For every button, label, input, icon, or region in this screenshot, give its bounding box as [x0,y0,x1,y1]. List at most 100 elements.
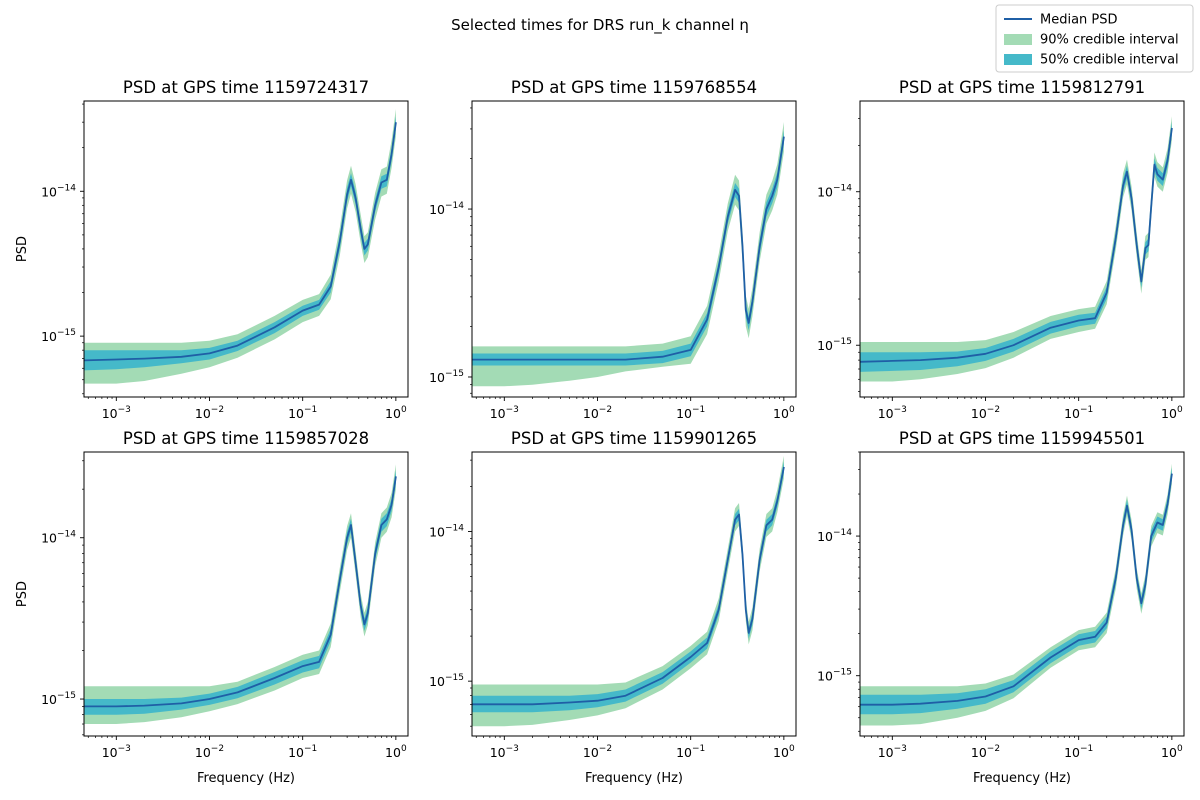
legend-box [995,4,1194,73]
ci90-band [472,122,784,387]
subplot-1: 10−3 10−2 10−1 100 10−15 10−14 PSD at GPS time… [15,78,409,421]
subplot-title: PSD at GPS time 1159945501 [899,429,1145,448]
x-axis-label: Frequency (Hz) [197,771,295,786]
x-tick-label: 10−2 [971,405,1000,421]
axes-frame [83,451,409,737]
y-tick-label: 10−14 [41,183,76,199]
x-tick-label: 10−3 [102,744,131,760]
ci90-band [472,455,784,727]
y-tick-label: 10−14 [41,530,76,546]
ci50-band [84,116,396,371]
subplot-title: PSD at GPS time 1159724317 [123,78,369,97]
x-tick-label: 10−3 [878,744,907,760]
y-axis-label: PSD [15,236,30,262]
median-psd-line [860,473,1173,706]
subplot-title: PSD at GPS time 1159812791 [899,78,1145,97]
x-tick-label: 10−1 [288,405,317,421]
x-tick-label: 10−1 [1064,405,1093,421]
y-tick-label: 10−15 [41,691,76,707]
x-tick-label: 10−3 [490,405,519,421]
y-axis: 10−15 10−14 [817,118,860,392]
x-axis: 10−3 10−2 10−1 100 [863,736,1183,760]
x-tick-label: 10−3 [878,405,907,421]
median-psd-line [860,127,1173,363]
ci50-band [472,130,784,366]
axes-frame [859,451,1185,737]
x-axis: 10−3 10−2 10−1 100 [87,397,407,421]
y-tick-label: 10−15 [429,673,464,689]
ci90-band [84,464,396,724]
y-axis: 10−15 10−14 [429,107,472,394]
median-psd-line [472,136,785,361]
subplot-title: PSD at GPS time 1159901265 [511,429,757,448]
x-axis: 10−3 10−2 10−1 100 [87,736,407,760]
y-tick-label: 10−15 [817,337,852,353]
plot-area [860,116,1173,382]
x-tick-label: 10−1 [676,744,705,760]
x-axis: 10−3 10−2 10−1 100 [475,736,795,760]
legend-label: Median PSD [1040,13,1118,28]
x-tick-label: 10−2 [583,744,612,760]
legend: Median PSD 90% credible interval 50% credi… [995,4,1194,73]
x-tick-label: 100 [773,744,795,760]
y-tick-label: 10−14 [817,528,852,544]
x-tick-label: 10−3 [490,744,519,760]
y-tick-label: 10−14 [429,201,464,217]
plot-area [84,464,397,724]
x-tick-label: 10−2 [195,405,224,421]
plot-area [84,109,397,384]
y-tick-label: 10−15 [41,328,76,344]
x-tick-label: 100 [1161,405,1183,421]
y-tick-label: 10−14 [817,184,852,200]
x-axis: 10−3 10−2 10−1 100 [863,397,1183,421]
ci50-band [472,461,784,713]
median-psd-line [84,476,397,708]
x-tick-label: 10−2 [583,405,612,421]
subplot-title: PSD at GPS time 1159768554 [511,78,757,97]
subplot-title: PSD at GPS time 1159857028 [123,429,369,448]
x-axis-label: Frequency (Hz) [585,771,683,786]
x-tick-label: 10−1 [1064,744,1093,760]
x-tick-label: 100 [1161,744,1183,760]
subplot-6: 10−3 10−2 10−1 100 10−15 10−14 PSD at GPS time… [817,429,1185,786]
ci50-band [84,470,396,715]
x-tick-label: 10−1 [288,744,317,760]
legend-label: 90% credible interval [1040,33,1179,48]
median-psd-line [472,466,785,706]
legend-label: 50% credible interval [1040,53,1179,68]
y-tick-label: 10−15 [817,668,852,684]
y-tick-label: 10−14 [429,524,464,540]
y-axis-label: PSD [15,581,30,607]
median-psd-line [84,122,397,362]
x-tick-label: 100 [773,405,795,421]
plot-area [860,463,1173,726]
plot-area [472,455,785,727]
subplot-grid: 10−3 10−2 10−1 100 10−15 10−14 PSD at GPS time… [15,78,1185,786]
axes-frame [471,100,797,398]
y-axis: 10−15 10−14 [429,459,472,727]
subplot-5: 10−3 10−2 10−1 100 10−15 10−14 PSD at GPS time… [429,429,797,786]
y-axis: 10−15 10−14 [41,103,84,395]
x-tick-label: 100 [385,744,407,760]
plot-area [472,122,785,387]
y-axis: 10−15 10−14 [817,451,860,732]
x-tick-label: 10−3 [102,405,131,421]
x-tick-label: 10−1 [676,405,705,421]
x-axis-label: Frequency (Hz) [973,771,1071,786]
x-tick-label: 100 [385,405,407,421]
y-tick-label: 10−15 [429,369,464,385]
figure-suptitle: Selected times for DRS run_k channel η [451,16,749,35]
ci90-band [84,109,396,384]
legend-swatch-patch [1004,54,1032,65]
subplot-3: 10−3 10−2 10−1 100 10−15 10−14 PSD at GPS time… [817,78,1185,421]
subplot-4: 10−3 10−2 10−1 100 10−15 10−14 PSD at GPS time… [15,429,409,786]
axes-frame [859,100,1185,398]
x-tick-label: 10−2 [971,744,1000,760]
legend-swatch-patch [1004,34,1032,45]
axes-frame [471,451,797,737]
y-axis: 10−15 10−14 [41,460,84,736]
x-axis: 10−3 10−2 10−1 100 [475,397,795,421]
subplot-2: 10−3 10−2 10−1 100 10−15 10−14 PSD at GPS time… [429,78,797,421]
x-tick-label: 10−2 [195,744,224,760]
